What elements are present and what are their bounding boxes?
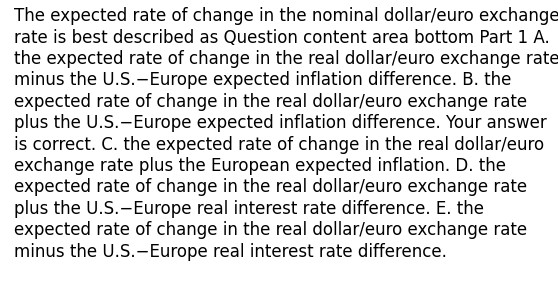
Text: minus the U.S.−Europe real interest rate difference.: minus the U.S.−Europe real interest rate…	[14, 243, 447, 260]
Text: minus the U.S.−Europe expected inflation difference. B. the: minus the U.S.−Europe expected inflation…	[14, 71, 511, 89]
Text: expected rate of change in the real dollar/euro exchange rate: expected rate of change in the real doll…	[14, 221, 527, 239]
Text: exchange rate plus the European expected inflation. D. the: exchange rate plus the European expected…	[14, 157, 506, 175]
Text: plus the U.S.−Europe real interest rate difference. E. the: plus the U.S.−Europe real interest rate …	[14, 200, 484, 218]
Text: plus the U.S.−Europe expected inflation difference. Your answer: plus the U.S.−Europe expected inflation …	[14, 114, 547, 132]
Text: the expected rate of change in the real dollar/euro exchange rate: the expected rate of change in the real …	[14, 50, 558, 68]
Text: expected rate of change in the real dollar/euro exchange rate: expected rate of change in the real doll…	[14, 93, 527, 111]
Text: expected rate of change in the real dollar/euro exchange rate: expected rate of change in the real doll…	[14, 178, 527, 196]
Text: is correct. C. the expected rate of change in the real dollar/euro: is correct. C. the expected rate of chan…	[14, 136, 544, 154]
Text: rate is best described as Question content area bottom Part 1 A.: rate is best described as Question conte…	[14, 29, 550, 47]
Text: The expected rate of change in the nominal dollar/euro exchange: The expected rate of change in the nomin…	[14, 7, 558, 25]
